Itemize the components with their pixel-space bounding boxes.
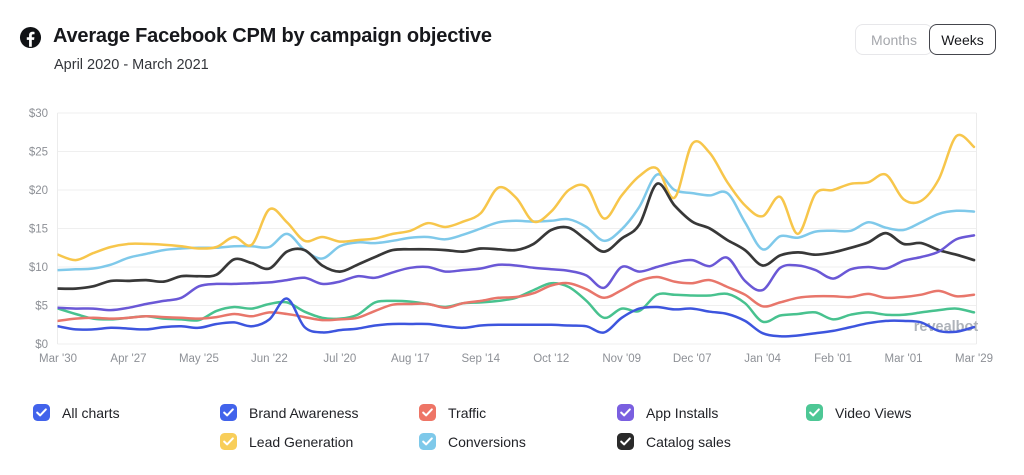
page-title: Average Facebook CPM by campaign objecti… <box>53 25 492 47</box>
series-line-lead-generation <box>57 133 976 262</box>
series-group <box>57 133 976 338</box>
y-axis-label: $15 <box>29 224 48 236</box>
x-axis-label: Oct '12 <box>533 353 569 365</box>
legend-label-catalog-sales: Catalog sales <box>646 433 731 450</box>
x-axis-label: Mar '30 <box>39 353 77 365</box>
series-line-brand-awareness <box>57 297 976 338</box>
checkbox-lead-generation[interactable] <box>220 433 237 450</box>
checkbox-conversions[interactable] <box>419 433 436 450</box>
weeks-button[interactable]: Weeks <box>929 24 996 55</box>
x-axis-label: Jul '20 <box>323 353 356 365</box>
legend-item-conversions: Conversions <box>419 433 526 450</box>
y-axis-label: $30 <box>29 108 48 120</box>
checkbox-all-charts[interactable] <box>33 404 50 421</box>
checkbox-traffic[interactable] <box>419 404 436 421</box>
x-axis-label: Dec '07 <box>673 353 712 365</box>
x-axis-label: Jun '22 <box>251 353 288 365</box>
legend-label-brand-awareness: Brand Awareness <box>249 404 359 421</box>
facebook-icon <box>19 26 42 49</box>
y-axis-label: $5 <box>35 301 48 313</box>
granularity-toggle: Months Weeks <box>855 24 996 55</box>
series-line-app-installs <box>57 234 976 312</box>
legend-item-video-views: Video Views <box>806 404 912 421</box>
legend-item-app-installs: App Installs <box>617 404 718 421</box>
page-subtitle: April 2020 - March 2021 <box>54 57 209 73</box>
legend-label-lead-generation: Lead Generation <box>249 433 354 450</box>
series-line-traffic <box>57 275 976 323</box>
x-axis-label: Feb '01 <box>814 353 852 365</box>
checkbox-app-installs[interactable] <box>617 404 634 421</box>
x-axis-label: Jan '04 <box>744 353 781 365</box>
checkbox-video-views[interactable] <box>806 404 823 421</box>
x-axis-label: Nov '09 <box>602 353 641 365</box>
y-axis-label: $10 <box>29 262 48 274</box>
y-axis-label: $20 <box>29 185 48 197</box>
legend-item-catalog-sales: Catalog sales <box>617 433 731 450</box>
x-axis-label: Apr '27 <box>110 353 146 365</box>
y-axis-label: $0 <box>35 339 48 351</box>
x-axis-label: Sep '14 <box>461 353 500 365</box>
checkbox-catalog-sales[interactable] <box>617 433 634 450</box>
x-axis-label: Mar '29 <box>955 353 993 365</box>
x-axis-label: Aug '17 <box>391 353 430 365</box>
legend-item-traffic: Traffic <box>419 404 486 421</box>
legend-label-video-views: Video Views <box>835 404 912 421</box>
y-axis-label: $25 <box>29 147 48 159</box>
legend-label-traffic: Traffic <box>448 404 487 421</box>
series-line-catalog-sales <box>57 182 976 291</box>
legend-item-all-charts: All charts <box>33 404 120 421</box>
checkbox-brand-awareness[interactable] <box>220 404 237 421</box>
legend-item-lead-generation: Lead Generation <box>220 433 353 450</box>
x-axis-label: May '25 <box>179 353 219 365</box>
legend-label-conversions: Conversions <box>448 433 526 450</box>
legend-label-app-installs: App Installs <box>646 404 719 421</box>
x-axis-label: Mar '01 <box>885 353 923 365</box>
legend-label-all-charts: All charts <box>62 404 120 421</box>
months-button[interactable]: Months <box>855 24 933 55</box>
legend-item-brand-awareness: Brand Awareness <box>220 404 358 421</box>
